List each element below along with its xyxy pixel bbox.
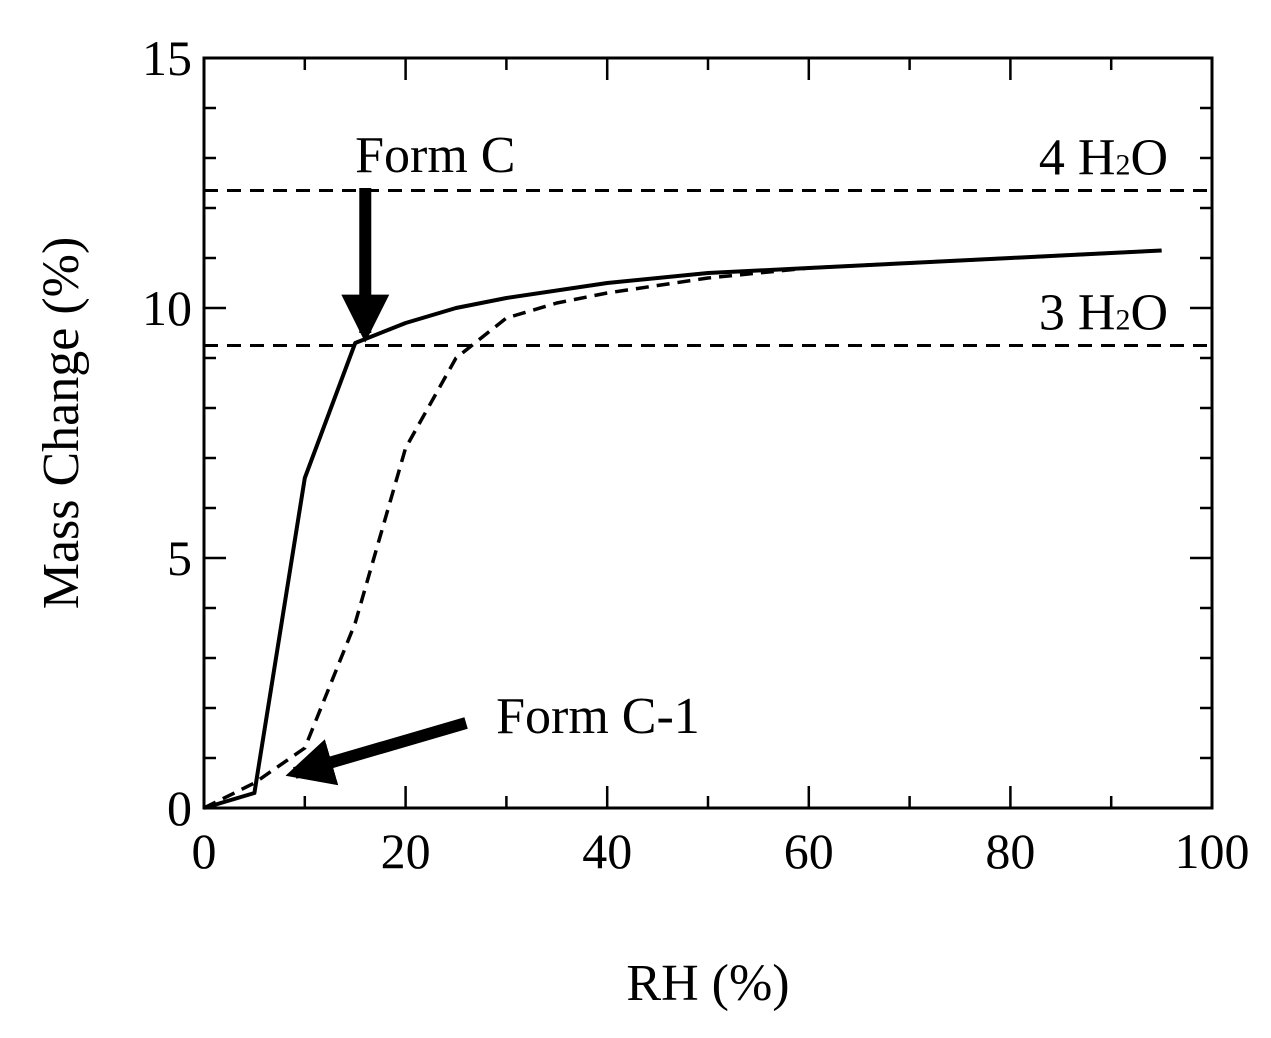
reference-line-label: 3 H2O — [1039, 285, 1168, 342]
y-tick-label: 5 — [167, 530, 192, 586]
annotation-arrow — [285, 717, 468, 786]
x-axis-label: RH (%) — [626, 955, 789, 1012]
x-tick-label: 40 — [582, 823, 632, 879]
x-tick-label: 0 — [192, 823, 217, 879]
y-tick-label: 0 — [167, 780, 192, 836]
reference-lines: 4 H2O 3 H2O — [204, 130, 1212, 347]
x-tick-label: 60 — [784, 823, 834, 879]
y-axis-ticks: 0 5 10 15 — [142, 30, 1212, 836]
series-layer — [203, 248, 1162, 810]
x-tick-label: 100 — [1175, 823, 1250, 879]
reference-line-label: 4 H2O — [1039, 130, 1168, 187]
y-tick-label: 15 — [142, 30, 192, 86]
x-tick-label: 80 — [985, 823, 1035, 879]
annotations: Form C Form C-1 — [285, 127, 700, 786]
y-axis-label: Mass Change (%) — [33, 237, 90, 610]
annotation-label: Form C-1 — [496, 688, 700, 745]
x-axis-ticks: 0 20 40 60 80 100 — [192, 58, 1250, 879]
y-tick-label: 10 — [142, 280, 192, 336]
x-tick-label: 20 — [381, 823, 431, 879]
series-line-dashed — [203, 248, 1162, 810]
annotation-label: Form C — [355, 127, 515, 184]
